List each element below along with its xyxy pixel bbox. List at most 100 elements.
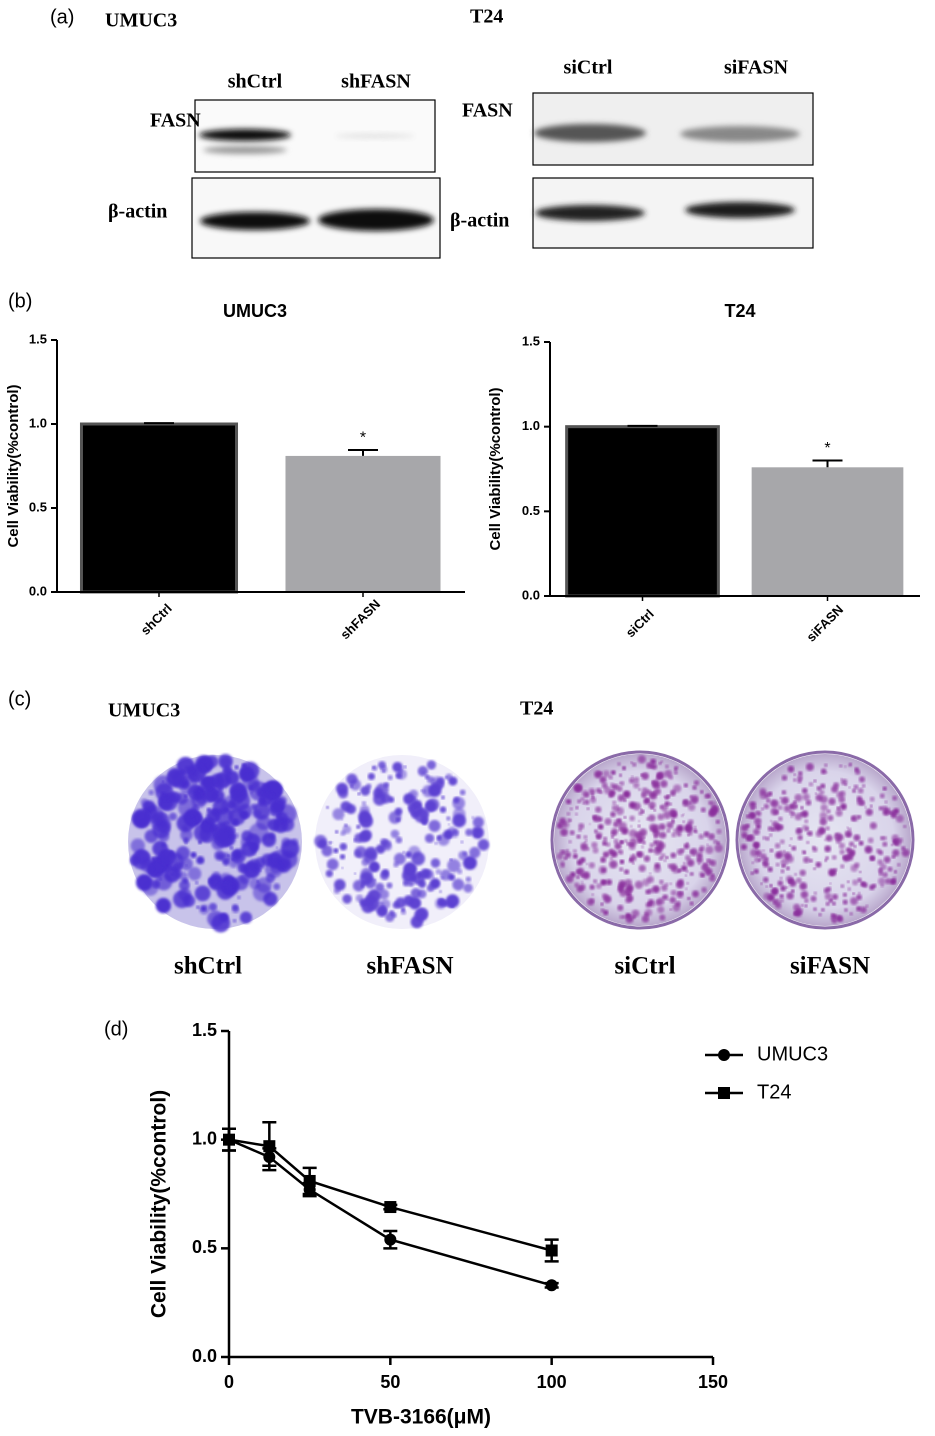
colony bbox=[770, 888, 779, 896]
colony bbox=[216, 882, 235, 900]
marker bbox=[718, 1087, 730, 1099]
colony bbox=[624, 869, 630, 875]
marker bbox=[223, 1133, 235, 1146]
colony bbox=[790, 815, 794, 819]
colony bbox=[638, 820, 641, 823]
colony bbox=[161, 842, 166, 848]
colony bbox=[659, 805, 664, 809]
colony bbox=[332, 808, 345, 821]
colony bbox=[576, 885, 584, 893]
colony bbox=[701, 887, 707, 893]
colony bbox=[780, 885, 786, 892]
colony bbox=[619, 773, 623, 777]
colony bbox=[780, 898, 785, 903]
colony bbox=[475, 829, 480, 834]
colony bbox=[882, 786, 887, 791]
colony bbox=[835, 833, 838, 836]
colony bbox=[232, 850, 243, 860]
colony bbox=[858, 840, 864, 846]
colony bbox=[620, 860, 624, 863]
colony bbox=[786, 892, 794, 900]
colony bbox=[414, 808, 429, 823]
colony bbox=[321, 845, 333, 857]
colony bbox=[817, 826, 826, 835]
colony bbox=[660, 780, 668, 788]
colony bbox=[706, 858, 713, 865]
colony bbox=[626, 841, 631, 846]
colony bbox=[248, 822, 269, 843]
colony bbox=[613, 838, 619, 844]
colony bbox=[619, 888, 628, 897]
colony bbox=[609, 860, 618, 869]
colony bbox=[753, 828, 760, 836]
colony bbox=[763, 803, 770, 810]
colony bbox=[638, 864, 646, 873]
colony bbox=[805, 763, 814, 772]
colony bbox=[751, 861, 755, 865]
colony bbox=[342, 894, 352, 904]
colony bbox=[159, 849, 176, 866]
colony bbox=[636, 832, 645, 841]
colony bbox=[813, 907, 817, 911]
colony bbox=[583, 835, 588, 840]
colony bbox=[794, 793, 803, 802]
colony bbox=[892, 795, 898, 801]
colony bbox=[562, 849, 568, 855]
colony bbox=[786, 807, 789, 810]
colony bbox=[633, 782, 640, 789]
colony bbox=[706, 843, 709, 846]
colony bbox=[692, 785, 697, 790]
colony bbox=[891, 834, 899, 842]
colony bbox=[259, 798, 265, 804]
colony bbox=[590, 796, 597, 804]
colony bbox=[771, 827, 776, 832]
colony bbox=[402, 850, 406, 854]
error-bar bbox=[348, 449, 378, 456]
colony bbox=[338, 788, 349, 799]
colony bbox=[780, 869, 785, 874]
colony bbox=[798, 771, 803, 776]
y-tick-label: 0.5 bbox=[192, 1237, 217, 1257]
band bbox=[335, 134, 415, 138]
colony bbox=[420, 789, 423, 792]
colony bbox=[705, 845, 714, 855]
colony bbox=[176, 846, 191, 861]
colony bbox=[799, 869, 806, 877]
colony bbox=[444, 775, 449, 779]
colony bbox=[617, 904, 624, 911]
colony bbox=[637, 755, 646, 764]
colony bbox=[190, 851, 197, 859]
colony bbox=[155, 873, 173, 891]
colony bbox=[405, 851, 412, 858]
colony bbox=[777, 880, 784, 887]
colony bbox=[158, 830, 170, 842]
colony bbox=[681, 865, 688, 872]
colony bbox=[178, 798, 198, 818]
colony bbox=[591, 893, 595, 896]
colony bbox=[781, 789, 787, 795]
colony bbox=[854, 769, 861, 775]
colony bbox=[848, 763, 852, 767]
colony bbox=[767, 866, 773, 873]
band bbox=[680, 126, 800, 142]
colony bbox=[340, 830, 346, 836]
colony bbox=[354, 872, 357, 875]
colony bbox=[831, 785, 839, 793]
colony bbox=[882, 841, 888, 847]
legend-label: T24 bbox=[757, 1081, 791, 1103]
colony bbox=[652, 885, 660, 894]
colony bbox=[622, 790, 631, 799]
colony bbox=[789, 879, 797, 887]
colony bbox=[197, 807, 200, 810]
colony bbox=[687, 896, 691, 901]
colony bbox=[398, 769, 403, 774]
colony bbox=[472, 816, 484, 828]
colony bbox=[326, 858, 339, 871]
colony bbox=[766, 798, 771, 803]
colony bbox=[359, 814, 373, 829]
marker bbox=[384, 1233, 397, 1246]
colony bbox=[801, 787, 808, 794]
colony bbox=[357, 792, 361, 796]
colony bbox=[611, 835, 614, 839]
colony bbox=[831, 918, 837, 924]
